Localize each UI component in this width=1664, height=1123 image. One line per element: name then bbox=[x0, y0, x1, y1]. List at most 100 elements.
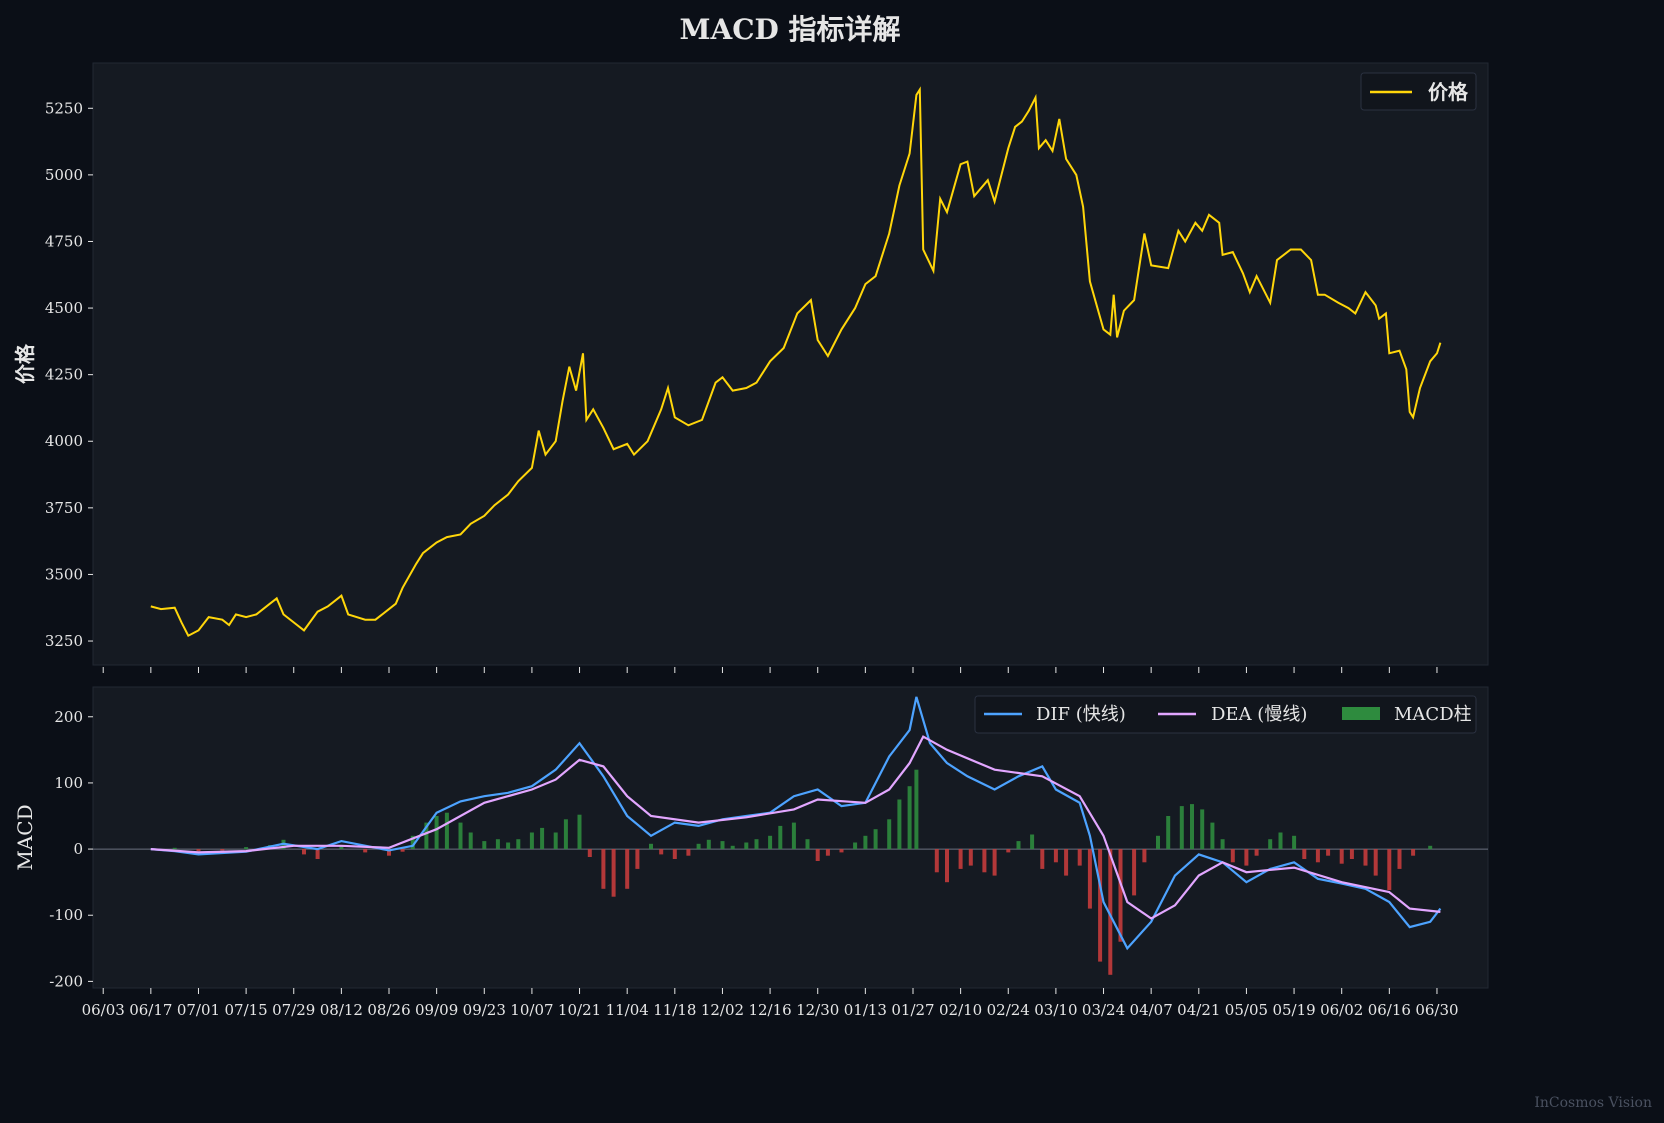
macd-ytick-label: 0 bbox=[73, 840, 83, 858]
macd-hist-legend-label: MACD柱 bbox=[1394, 704, 1472, 725]
macd-bar bbox=[400, 849, 405, 852]
macd-bar bbox=[587, 849, 592, 857]
macd-bar bbox=[1210, 822, 1215, 850]
macd-bar bbox=[815, 849, 820, 861]
macd-bar bbox=[424, 822, 429, 850]
macd-bar bbox=[434, 816, 439, 850]
macd-bar bbox=[659, 849, 664, 855]
macd-ytick-label: 100 bbox=[54, 774, 83, 792]
macd-bar bbox=[1156, 835, 1160, 849]
price-ytick-label: 4750 bbox=[45, 232, 83, 250]
macd-bar bbox=[468, 832, 473, 849]
macd-xtick-label: 05/05 bbox=[1225, 1001, 1268, 1019]
macd-bar bbox=[1200, 809, 1205, 850]
macd-bar bbox=[529, 832, 534, 849]
macd-bar bbox=[1179, 806, 1184, 850]
macd-bar bbox=[339, 845, 344, 850]
macd-xtick-label: 03/10 bbox=[1034, 1001, 1077, 1019]
macd-bar bbox=[1166, 816, 1171, 850]
macd-bar bbox=[553, 832, 558, 849]
macd-bar bbox=[1254, 849, 1259, 856]
macd-legend: DIF (快线) DEA (慢线) MACD柱 bbox=[974, 695, 1477, 734]
macd-bar bbox=[649, 843, 653, 850]
macd-bar bbox=[992, 849, 997, 876]
macd-bar bbox=[968, 849, 973, 866]
macd-bar bbox=[601, 849, 606, 889]
macd-bar bbox=[506, 842, 511, 850]
price-ytick-label: 4000 bbox=[45, 432, 83, 450]
macd-bar bbox=[1006, 849, 1011, 853]
price-panel bbox=[92, 62, 1489, 666]
macd-ytick-label: 200 bbox=[54, 708, 83, 726]
macd-xtick-label: 10/21 bbox=[558, 1001, 601, 1019]
macd-bar bbox=[1349, 849, 1354, 859]
macd-bar bbox=[1230, 849, 1235, 863]
macd-bar bbox=[1278, 832, 1283, 849]
macd-bar bbox=[958, 849, 963, 869]
macd-bar bbox=[1220, 839, 1225, 850]
macd-bar bbox=[1302, 849, 1307, 859]
macd-bar bbox=[1387, 849, 1392, 891]
price-line bbox=[150, 86, 1442, 638]
macd-xtick-label: 01/27 bbox=[891, 1001, 934, 1019]
macd-bar bbox=[458, 822, 463, 850]
macd-bar bbox=[897, 799, 902, 850]
macd-bar bbox=[482, 841, 487, 849]
price-ytick-label: 4250 bbox=[45, 366, 83, 384]
price-ytick-label: 4500 bbox=[45, 299, 83, 317]
watermark: InCosmos Vision bbox=[1534, 1095, 1652, 1111]
macd-xtick-label: 05/19 bbox=[1272, 1001, 1315, 1019]
macd-bar bbox=[696, 843, 701, 850]
macd-bar bbox=[686, 849, 691, 856]
price-legend-label: 价格 bbox=[1428, 80, 1469, 104]
macd-bar bbox=[1132, 849, 1137, 896]
macd-panel bbox=[92, 686, 1489, 989]
macd-xtick-label: 06/03 bbox=[82, 1001, 125, 1019]
macd-bar bbox=[853, 842, 858, 850]
macd-bar bbox=[1190, 804, 1194, 850]
macd-bar bbox=[934, 849, 939, 873]
macd-bar bbox=[1142, 849, 1147, 863]
macd-bar bbox=[945, 849, 949, 883]
macd-bar bbox=[495, 839, 500, 850]
macd-bar bbox=[1397, 849, 1402, 869]
macd-xtick-label: 09/23 bbox=[463, 1001, 506, 1019]
macd-xtick-label: 09/09 bbox=[415, 1001, 458, 1019]
price-ytick-label: 3500 bbox=[45, 565, 83, 583]
price-legend: 价格 bbox=[1360, 72, 1477, 111]
macd-xtick-label: 06/30 bbox=[1415, 1001, 1458, 1019]
macd-xtick-label: 02/10 bbox=[939, 1001, 982, 1019]
macd-xtick-label: 04/21 bbox=[1177, 1001, 1220, 1019]
macd-bar bbox=[1030, 834, 1035, 850]
macd-hist-legend-swatch bbox=[1342, 707, 1380, 720]
macd-bar bbox=[887, 819, 892, 850]
macd-bar bbox=[1292, 835, 1297, 849]
macd-bar bbox=[625, 849, 630, 889]
macd-legend-box bbox=[974, 695, 1477, 734]
macd-bar bbox=[1108, 849, 1113, 975]
macd-bar bbox=[907, 786, 912, 849]
macd-xtick-label: 12/16 bbox=[748, 1001, 791, 1019]
macd-bar bbox=[1363, 849, 1368, 866]
macd-bar bbox=[1315, 849, 1320, 863]
macd-bar bbox=[873, 829, 878, 849]
macd-bar bbox=[563, 819, 568, 850]
macd-bar bbox=[791, 822, 796, 850]
macd-xtick-label: 12/30 bbox=[796, 1001, 839, 1019]
macd-bar bbox=[1268, 839, 1273, 850]
dea-legend-label: DEA (慢线) bbox=[1211, 704, 1307, 725]
macd-bar bbox=[1373, 849, 1378, 876]
macd-bar bbox=[744, 842, 749, 850]
macd-bar bbox=[410, 835, 415, 849]
price-ylabel: 价格 bbox=[13, 343, 37, 384]
macd-bar bbox=[914, 769, 919, 850]
macd-bar bbox=[778, 825, 783, 850]
macd-bar bbox=[540, 827, 545, 850]
macd-bar bbox=[720, 841, 725, 849]
macd-xtick-label: 07/01 bbox=[177, 1001, 220, 1019]
macd-bar bbox=[244, 847, 249, 850]
macd-xtick-label: 11/04 bbox=[606, 1001, 649, 1019]
macd-xtick-label: 04/07 bbox=[1130, 1001, 1173, 1019]
